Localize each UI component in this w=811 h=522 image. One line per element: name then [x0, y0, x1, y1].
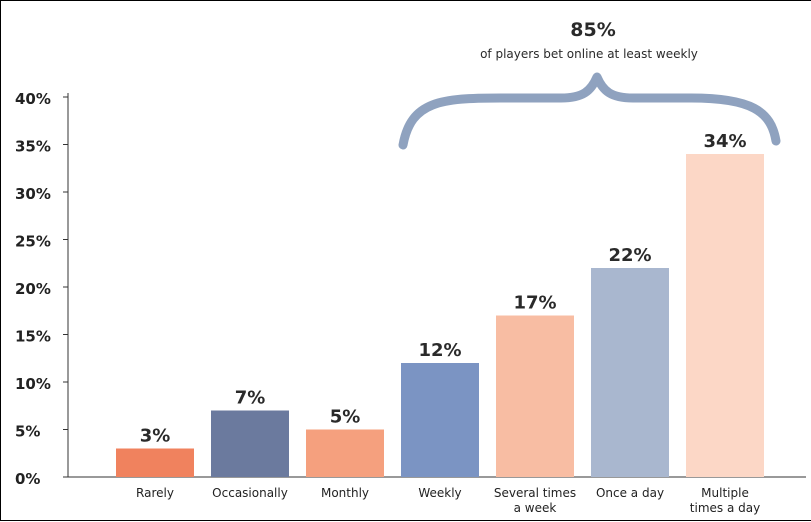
- y-tick-label: 25%: [15, 233, 51, 251]
- x-category-label: Occasionally: [212, 486, 288, 500]
- bar-value-label: 7%: [235, 388, 266, 409]
- y-tick-label: 0%: [15, 470, 40, 488]
- bar: [496, 315, 574, 477]
- y-tick-label: 15%: [15, 328, 51, 346]
- bars: [116, 154, 764, 477]
- annotation-value: 85%: [570, 19, 615, 41]
- y-tick-label: 30%: [15, 185, 51, 203]
- bar: [591, 268, 669, 477]
- x-category-label: Once a day: [596, 486, 664, 500]
- value-labels: 3% 7% 5% 12% 17% 22% 34%: [140, 131, 747, 447]
- x-category-label: Rarely: [136, 486, 174, 500]
- bar: [211, 410, 289, 477]
- y-tick-label: 35%: [15, 138, 51, 156]
- bar: [686, 154, 764, 477]
- bar-value-label: 17%: [513, 293, 556, 314]
- bar: [401, 363, 479, 477]
- bar-value-label: 12%: [418, 340, 461, 361]
- bar: [306, 429, 384, 477]
- annotation-text: of players bet online at least weekly: [480, 47, 698, 61]
- x-category-label: Weekly: [418, 486, 461, 500]
- bar: [116, 448, 194, 477]
- x-category-label: Monthly: [321, 486, 369, 500]
- weekly-brace: [398, 72, 781, 150]
- y-tick-label: 5%: [15, 423, 40, 441]
- bar-value-label: 22%: [608, 245, 651, 266]
- bar-value-label: 5%: [330, 407, 361, 428]
- y-tick-label: 10%: [15, 375, 51, 393]
- bar-value-label: 3%: [140, 426, 171, 447]
- x-axis-labels: Rarely Occasionally Monthly Weekly Several t…: [136, 486, 760, 515]
- x-category-label: Multiple times a day: [690, 486, 760, 515]
- y-tick-label: 20%: [15, 280, 51, 298]
- y-tick-label: 40%: [15, 90, 51, 108]
- bar-value-label: 34%: [703, 131, 746, 152]
- x-category-label: Several times a week: [494, 486, 576, 515]
